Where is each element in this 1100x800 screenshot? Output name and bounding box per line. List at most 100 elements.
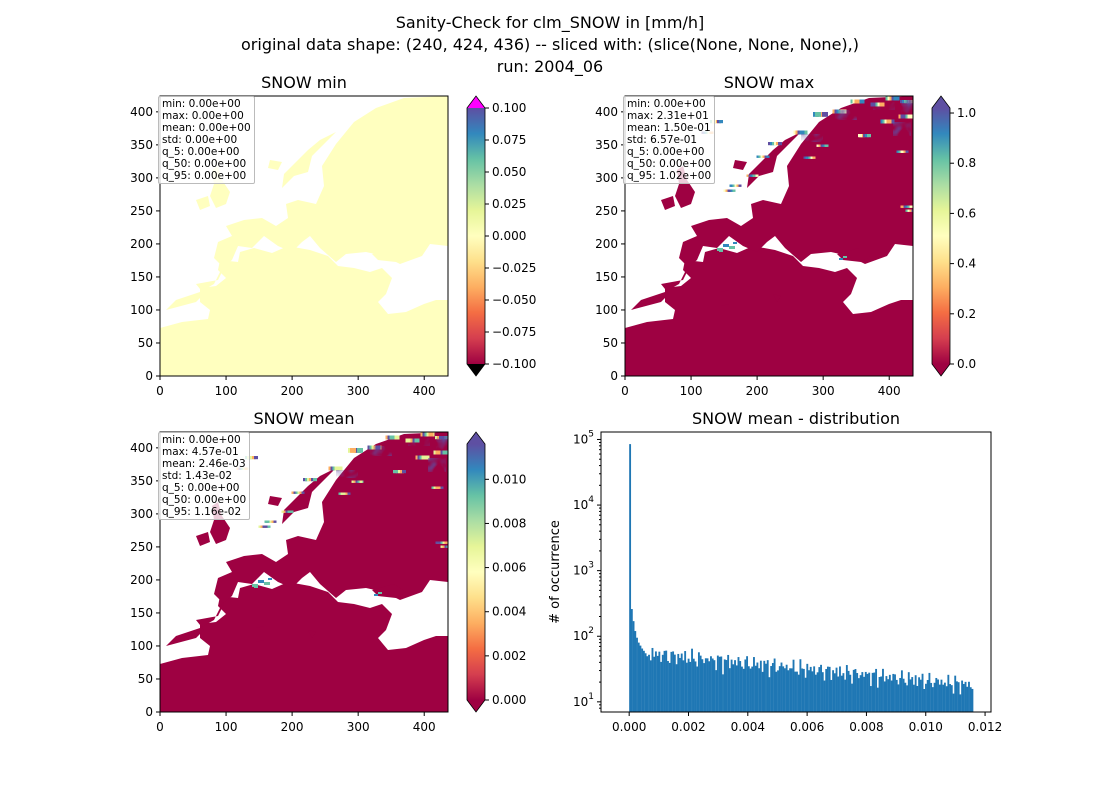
snow-cell — [350, 448, 356, 453]
colorbar-tick-label: 0.6 — [957, 206, 976, 220]
histogram-bar — [809, 666, 812, 712]
histogram-bar — [763, 660, 766, 712]
snow-cell — [267, 525, 271, 528]
snow-cell — [719, 120, 723, 124]
histogram-bar — [804, 677, 807, 712]
snow-cell — [337, 466, 343, 471]
snow-cell — [334, 466, 340, 471]
histogram-bar — [727, 654, 730, 712]
colorbar-gradient — [467, 108, 485, 364]
histogram-bar — [964, 681, 967, 712]
histogram-bar — [873, 672, 876, 712]
histogram-bar — [909, 679, 912, 712]
histogram-bar — [770, 666, 773, 712]
x-tick-label: 200 — [746, 384, 769, 398]
snow-cell — [900, 114, 906, 119]
histogram-bar — [861, 672, 864, 712]
snow-cell — [258, 525, 262, 528]
snow-cell — [428, 432, 434, 437]
histogram-bar — [802, 668, 805, 712]
histogram-bar — [704, 658, 707, 712]
y-tick-label: 350 — [130, 138, 153, 152]
figure-title-line-2: original data shape: (240, 424, 436) -- … — [241, 35, 859, 54]
histogram-bar — [634, 631, 637, 712]
x-tick-label: 400 — [878, 384, 901, 398]
histogram-bar — [630, 609, 633, 712]
snow-cell — [287, 510, 291, 513]
colorbar-tick-label: 0.002 — [492, 649, 526, 663]
y-tick-label: 200 — [130, 237, 153, 251]
colorbar-gradient — [932, 108, 950, 364]
histogram-bar — [823, 680, 826, 712]
histogram-bar — [839, 666, 841, 712]
histogram-bar — [806, 663, 809, 712]
histogram-bar — [716, 655, 719, 712]
snow-cell — [281, 510, 285, 513]
snow-cell — [444, 545, 448, 548]
y-tick-label: 50 — [138, 672, 153, 686]
histogram-bar — [880, 676, 883, 712]
y-tick-label: 150 — [130, 270, 153, 284]
histogram-bar — [904, 682, 907, 712]
stat-line: mean: 1.50e-01 — [627, 122, 711, 134]
histogram-bar — [697, 652, 700, 712]
snow-cell — [858, 134, 862, 138]
y-tick-label: 350 — [130, 474, 153, 488]
snow-cell — [435, 486, 439, 489]
snow-cell — [755, 174, 759, 177]
histogram-bar — [962, 683, 965, 712]
histogram-bar — [673, 654, 676, 712]
colorbar-extend-min — [932, 364, 950, 376]
stat-line: mean: 0.00e+00 — [162, 122, 251, 134]
histogram-bar — [703, 663, 706, 712]
snow-cell — [805, 156, 809, 159]
snow-cell — [900, 205, 904, 208]
histogram-bar — [906, 685, 908, 712]
histogram-bar — [629, 444, 632, 712]
snow-area — [893, 122, 911, 136]
y-tick-label: 200 — [595, 237, 618, 251]
histogram-bar — [648, 654, 650, 712]
y-tick-label: 103 — [573, 561, 594, 578]
snow-cell — [803, 156, 807, 159]
histogram-bar — [887, 679, 890, 712]
histogram-bar — [732, 664, 735, 712]
snow-cell — [267, 520, 271, 523]
snow-cell — [734, 184, 738, 187]
snow-cell — [898, 150, 902, 153]
stats-box-snow-max: min: 0.00e+00 max: 2.31e+01 mean: 1.50e-… — [623, 96, 716, 184]
snow-cell — [802, 130, 808, 135]
y-tick-label: 300 — [595, 171, 618, 185]
snow-area — [835, 110, 857, 120]
histogram-bar — [773, 658, 776, 712]
histogram-bar — [821, 672, 824, 712]
snow-cell — [440, 541, 444, 544]
snow-cell — [723, 189, 727, 192]
histogram-bar — [708, 661, 711, 712]
histogram-bar — [851, 683, 853, 712]
stat-line: q_95: 1.02e+00 — [627, 170, 712, 182]
y-tick-label: 100 — [130, 303, 153, 317]
histogram-bar — [818, 667, 821, 712]
snow-cell — [909, 205, 913, 208]
histogram-bar — [844, 679, 847, 712]
snow-cell — [421, 455, 427, 460]
histogram-bar — [783, 668, 786, 712]
histogram-bar — [766, 660, 769, 712]
histogram-bar — [814, 674, 817, 712]
snow-cell — [799, 130, 805, 135]
histogram-bar — [715, 670, 718, 712]
colorbar-tick-label: 0.010 — [492, 472, 526, 486]
y-tick-label: 50 — [138, 336, 153, 350]
histogram-bar — [921, 673, 924, 712]
histogram-bar — [852, 669, 855, 712]
colorbar: 0.010 0.008 0.006 0.004 0.002 0.000 — [466, 431, 526, 713]
stat-line: q_5: 0.00e+00 — [162, 482, 240, 494]
snow-cell — [264, 520, 268, 523]
colorbar-tick-label: 0.0 — [957, 357, 976, 371]
histogram-bar — [680, 653, 683, 712]
histogram-bar — [742, 668, 745, 712]
y-tick-label: 400 — [595, 105, 618, 119]
y-tick-label: 50 — [603, 336, 618, 350]
colorbar: 1.0 0.8 0.6 0.4 0.2 0.0 — [931, 95, 976, 377]
